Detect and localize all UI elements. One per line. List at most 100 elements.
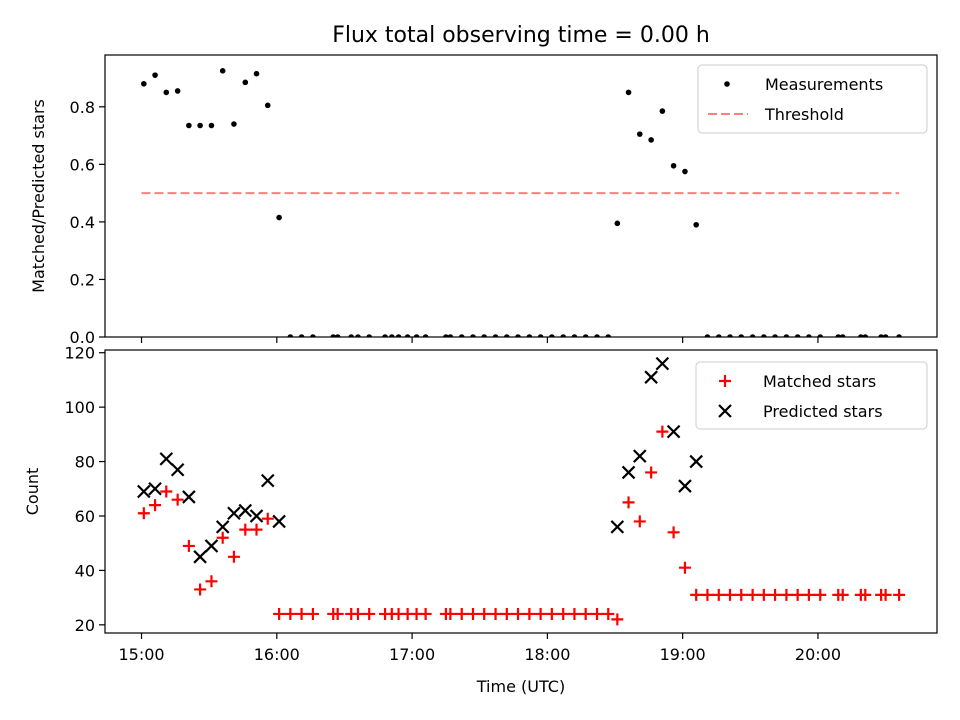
measurements-point	[264, 102, 271, 109]
predicted-stars-point	[655, 356, 670, 371]
matched-stars-point	[602, 607, 615, 620]
measurements-point	[458, 334, 465, 337]
measurements-point	[571, 334, 578, 337]
measurements-point	[310, 334, 316, 337]
measurements-point	[447, 334, 454, 337]
measurements-point	[858, 334, 864, 337]
measurements-point	[298, 334, 305, 337]
matched-stars-point	[724, 588, 737, 601]
matched-stars-point	[331, 607, 344, 620]
matched-stars-point	[351, 607, 364, 620]
measurements-point	[783, 334, 790, 337]
matched-stars-point	[182, 539, 195, 552]
measurements-point	[727, 334, 733, 337]
legend-box	[695, 361, 928, 430]
measurements-point	[186, 122, 192, 129]
measurements-point	[560, 334, 567, 337]
matched-stars-point	[656, 425, 669, 438]
y-tick-label: 60	[75, 507, 95, 526]
measurements-point	[208, 122, 215, 129]
predicted-stars-point	[666, 424, 681, 439]
measurements-point	[882, 334, 889, 337]
y-tick-label: 100	[64, 398, 95, 417]
matched-stars-point	[512, 607, 525, 620]
matched-stars-point	[545, 607, 558, 620]
measurements-point	[163, 89, 170, 96]
legend-label: Measurements	[765, 75, 883, 94]
measurements-point	[648, 137, 654, 143]
matched-stars-point	[194, 583, 207, 596]
matched-stars-point	[466, 607, 479, 620]
count-panel: 20 40 60 80 100 120 15:00 16:00 17:00 18:00 19:00 2…	[23, 344, 938, 696]
predicted-stars-point	[204, 539, 219, 553]
matched-stars-point	[746, 588, 759, 601]
measurements-point	[141, 80, 147, 87]
matched-stars-point	[149, 499, 162, 512]
matched-stars-point	[523, 607, 536, 620]
matched-stars-point	[205, 575, 218, 588]
matched-stars-point	[444, 607, 457, 620]
measurements-point	[197, 122, 203, 129]
legend-box	[697, 64, 928, 134]
measurements-point	[682, 168, 688, 175]
matched-stars-point	[489, 607, 502, 620]
measurements-point	[389, 334, 395, 337]
x-tick-label: 15:00	[118, 645, 164, 664]
y-axis-label: Count	[23, 468, 42, 516]
matched-stars-point	[579, 607, 592, 620]
matched-stars-point	[273, 607, 286, 620]
measurements-point	[704, 334, 711, 337]
matched-stars-point	[478, 607, 491, 620]
measurements-point	[348, 334, 355, 337]
legend-marker	[724, 81, 730, 87]
measurements-point	[625, 89, 632, 96]
measurements-point	[152, 72, 158, 78]
measurements-point	[276, 214, 282, 221]
y-tick-label: 20	[75, 616, 95, 635]
predicted-stars-point	[621, 465, 636, 480]
predicted-stars-point	[227, 506, 241, 521]
measurements-point	[659, 108, 666, 114]
matched-stars-point	[306, 607, 319, 620]
x-tick-label: 20:00	[795, 645, 841, 664]
matched-stars-point	[701, 588, 714, 601]
matched-stars-point	[455, 607, 468, 620]
matched-stars-point	[769, 588, 782, 601]
predicted-stars-point	[689, 454, 703, 469]
matched-stars-point	[678, 561, 691, 574]
measurements-point	[862, 334, 869, 337]
matched-stars-point	[667, 526, 680, 539]
predicted-stars-point	[170, 462, 185, 477]
matched-stars-point	[611, 613, 624, 626]
measurements-point	[422, 334, 429, 337]
y-tick-label: 0.4	[70, 213, 95, 232]
legend: Matched stars Predicted stars	[695, 361, 928, 430]
measurements-point	[582, 334, 589, 337]
matched-stars-point	[690, 588, 703, 601]
legend-label: Threshold	[764, 105, 844, 124]
legend-marker	[718, 404, 732, 418]
matched-stars-point	[591, 607, 604, 620]
legend-marker	[719, 375, 731, 387]
matched-stars-point	[735, 588, 748, 601]
measurements-point	[806, 334, 812, 337]
y-tick-label: 120	[64, 344, 95, 363]
measurements-point	[835, 334, 842, 337]
measurements-point	[715, 334, 722, 337]
x-tick-label: 18:00	[524, 645, 570, 664]
measurements-point	[404, 334, 411, 337]
predicted-stars-point	[137, 484, 151, 499]
ratio-panel: 0.0 0.2 0.4 0.6 0.8 Matched/Predicted stars Me…	[29, 54, 938, 347]
axes-frame	[104, 349, 938, 634]
measurements-point	[219, 68, 226, 74]
legend: Measurements Threshold	[697, 64, 928, 134]
measurements-point	[253, 70, 260, 77]
legend-label: Matched stars	[763, 372, 876, 391]
measurements-point	[526, 334, 533, 337]
matched-stars-point	[645, 466, 658, 479]
matched-stars-point	[239, 523, 252, 536]
matched-stars-point	[216, 531, 229, 544]
matched-stars-point	[261, 512, 274, 525]
y-tick-label: 0.6	[70, 155, 95, 174]
